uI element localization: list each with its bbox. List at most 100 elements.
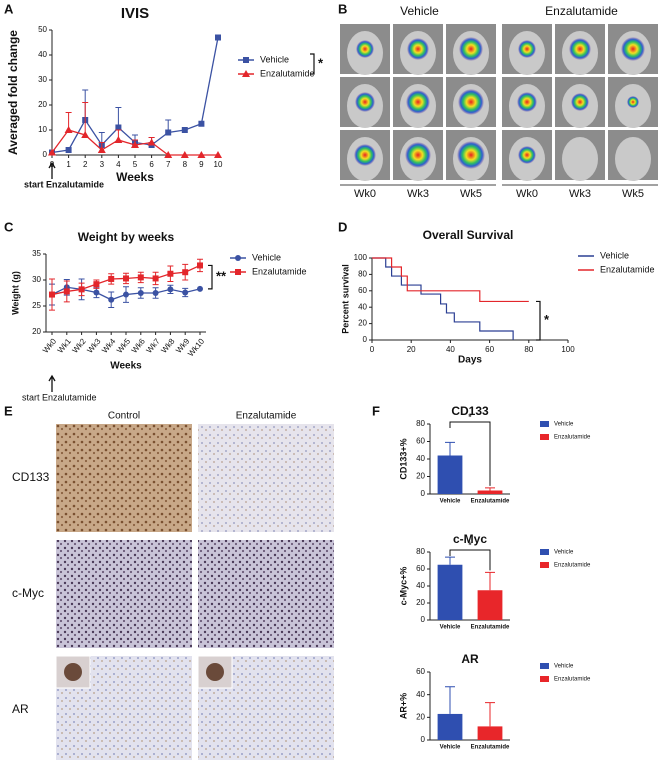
x-axis-label: Days <box>458 355 482 366</box>
data-point <box>65 147 72 153</box>
signal <box>518 146 536 164</box>
data-point <box>81 131 90 138</box>
data-point <box>78 286 85 293</box>
panel-label: B <box>338 1 347 16</box>
y-tick-label: 0 <box>43 150 48 159</box>
x-tick-label: 10 <box>214 160 223 169</box>
data-point <box>167 270 174 277</box>
chart-title: Overall Survival <box>423 228 514 242</box>
timepoint-label: Wk3 <box>569 188 591 200</box>
significance-bracket <box>310 53 315 75</box>
y-axis-label: Averaged fold change <box>6 30 20 155</box>
data-point <box>137 290 144 296</box>
data-point <box>123 275 129 282</box>
legend-label: Vehicle <box>554 664 574 670</box>
signal <box>356 40 374 58</box>
mouse-head <box>562 137 598 181</box>
signal <box>458 89 484 115</box>
panel-label: E <box>4 403 13 418</box>
y-tick-label: 20 <box>416 598 425 607</box>
x-tick-label: 40 <box>446 345 455 354</box>
x-tick-label: Wk0 <box>41 336 59 354</box>
data-point <box>152 290 159 296</box>
y-tick-label: 80 <box>358 270 367 279</box>
legend-label: Enzalutamide <box>600 264 655 274</box>
y-tick-label: 50 <box>38 25 47 34</box>
error-bar <box>445 441 455 456</box>
data-point <box>49 291 55 298</box>
y-tick-label: 30 <box>32 275 41 284</box>
data-point <box>215 34 221 41</box>
significance-bracket <box>449 421 491 486</box>
error-bar <box>445 686 455 714</box>
legend-marker <box>243 57 249 63</box>
y-tick-label: 0 <box>421 735 426 744</box>
x-tick-label: 2 <box>83 160 88 169</box>
y-tick-label: 40 <box>416 454 425 463</box>
x-tick-label: 5 <box>133 160 138 169</box>
row-label: AR <box>12 702 29 716</box>
x-tick-label: 100 <box>561 345 575 354</box>
y-tick-label: 20 <box>32 327 41 336</box>
x-tick-label: Vehicle <box>440 625 461 631</box>
signal <box>517 92 537 112</box>
mouse-head <box>615 137 651 181</box>
y-tick-label: 0 <box>363 335 368 344</box>
y-tick-label: 35 <box>32 249 41 258</box>
y-axis-label: AR+% <box>398 693 408 719</box>
legend-label: Enzalutamide <box>554 563 591 569</box>
x-tick-label: 9 <box>199 160 204 169</box>
y-tick-label: 20 <box>416 472 425 481</box>
y-tick-label: 20 <box>416 712 425 721</box>
column-label: Control <box>108 411 140 422</box>
legend-marker <box>235 255 241 261</box>
significance-label: * <box>468 541 472 552</box>
timepoint-label: Wk5 <box>460 188 482 200</box>
signal <box>569 38 591 60</box>
data-point <box>152 275 159 282</box>
data-point <box>123 291 129 298</box>
error-bar <box>485 571 495 591</box>
annotation: start Enzalutamide <box>22 392 97 402</box>
signal <box>355 92 375 112</box>
x-tick-label: 1 <box>66 160 71 169</box>
data-point <box>64 126 73 133</box>
timepoint-label: Wk0 <box>354 188 376 200</box>
y-tick-label: 25 <box>32 301 41 310</box>
row-label: CD133 <box>12 470 50 484</box>
error-bar <box>115 107 122 128</box>
data-point <box>63 288 70 295</box>
x-tick-label: 3 <box>100 160 105 169</box>
x-tick-label: 20 <box>407 345 416 354</box>
y-tick-label: 0 <box>421 615 426 624</box>
data-point <box>214 151 222 158</box>
legend-swatch <box>540 562 549 568</box>
legend-label: Vehicle <box>600 250 629 260</box>
data-point <box>97 146 106 153</box>
y-tick-label: 60 <box>416 437 425 446</box>
row-label: c-Myc <box>12 586 44 600</box>
x-tick-label: Wk4 <box>100 336 118 354</box>
x-tick-label: Wk2 <box>71 336 89 354</box>
bar <box>477 590 503 620</box>
data-point <box>165 129 172 136</box>
significance-bracket <box>208 264 213 290</box>
data-point <box>181 127 188 133</box>
error-bar <box>82 102 89 135</box>
chart-title: c-Myc <box>453 532 487 546</box>
data-point <box>197 285 203 292</box>
data-point <box>114 136 123 143</box>
data-point <box>164 151 173 158</box>
data-point <box>198 120 205 127</box>
survival-curve <box>372 257 514 340</box>
chart-title: IVIS <box>121 5 149 22</box>
y-tick-label: 40 <box>416 690 425 699</box>
arrow <box>48 161 56 179</box>
y-tick-label: 60 <box>358 286 367 295</box>
x-tick-label: Wk8 <box>159 336 177 354</box>
legend-marker <box>235 269 241 275</box>
chart-title: CD133 <box>451 404 489 418</box>
x-tick-label: 6 <box>149 160 154 169</box>
column-label: Enzalutamide <box>236 411 297 422</box>
ihc-cell <box>64 663 82 681</box>
